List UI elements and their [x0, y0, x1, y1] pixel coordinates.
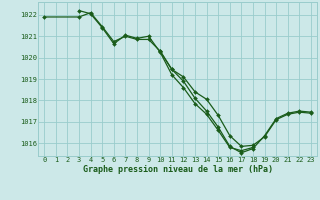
X-axis label: Graphe pression niveau de la mer (hPa): Graphe pression niveau de la mer (hPa) — [83, 165, 273, 174]
